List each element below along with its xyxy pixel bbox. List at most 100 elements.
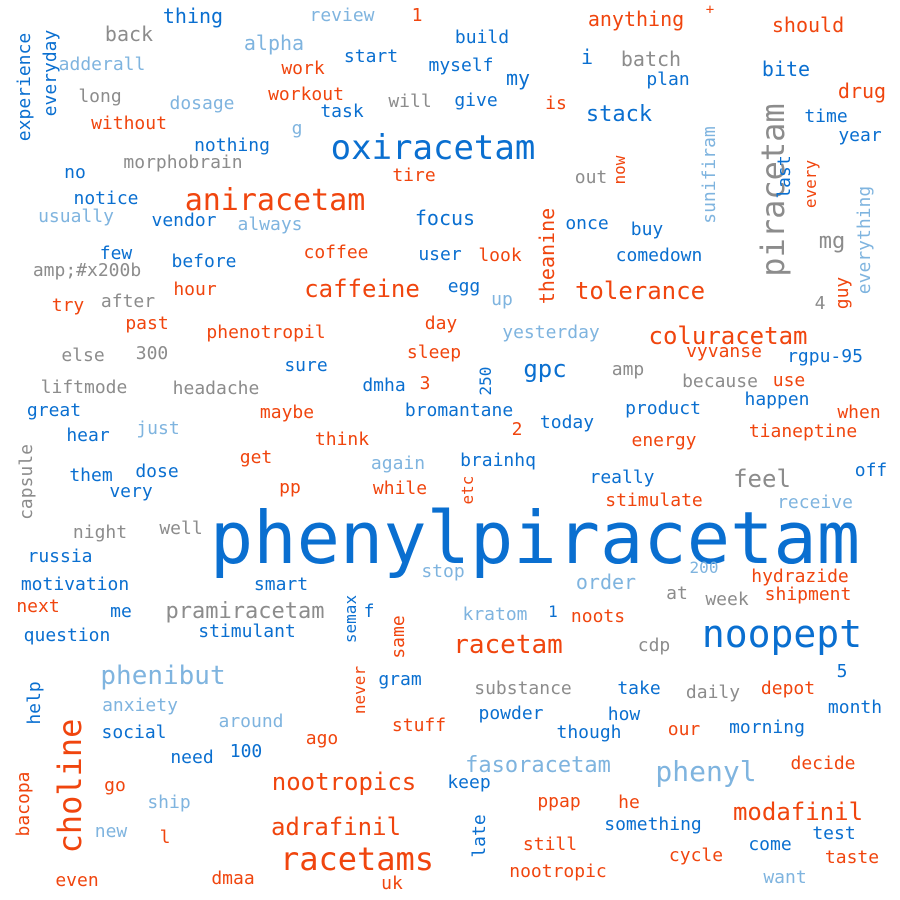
cloud-word: coffee bbox=[303, 242, 369, 263]
cloud-word: now bbox=[610, 155, 629, 185]
cloud-word: though bbox=[556, 722, 622, 743]
cloud-word: 1 bbox=[411, 5, 423, 26]
cloud-word: how bbox=[607, 704, 641, 725]
cloud-word: late bbox=[469, 814, 490, 858]
cloud-word: usually bbox=[38, 206, 114, 227]
cloud-word: want bbox=[763, 867, 807, 888]
cloud-word: really bbox=[589, 467, 655, 488]
cloud-word: modafinil bbox=[732, 798, 864, 826]
cloud-word: amp bbox=[611, 359, 645, 380]
cloud-word: semax bbox=[341, 594, 360, 644]
cloud-word: bacopa bbox=[13, 771, 34, 837]
cloud-word: daily bbox=[685, 682, 741, 703]
cloud-word: gram bbox=[378, 669, 422, 690]
cloud-word: 100 bbox=[229, 741, 263, 762]
cloud-word: when bbox=[837, 402, 881, 423]
cloud-word: theanine bbox=[535, 207, 559, 305]
cloud-word: notice bbox=[73, 188, 139, 209]
cloud-word: g bbox=[291, 118, 303, 139]
cloud-word: ago bbox=[305, 728, 339, 749]
cloud-word: give bbox=[454, 90, 498, 111]
cloud-word: l bbox=[159, 827, 171, 848]
cloud-word: adrafinil bbox=[270, 813, 402, 841]
cloud-word: liftmode bbox=[40, 377, 128, 398]
cloud-word: 300 bbox=[135, 343, 169, 364]
cloud-word: oxiracetam bbox=[330, 128, 536, 168]
cloud-word: hear bbox=[66, 425, 110, 446]
cloud-word: keep bbox=[447, 772, 491, 793]
cloud-word: phenylpiracetam bbox=[209, 496, 861, 580]
cloud-word: go bbox=[104, 775, 126, 796]
cloud-word: few bbox=[99, 243, 133, 264]
cloud-word: motivation bbox=[20, 574, 130, 595]
cloud-word: taste bbox=[824, 847, 880, 868]
cloud-word: task bbox=[320, 101, 364, 122]
cloud-word: always bbox=[237, 214, 303, 235]
cloud-word: guy bbox=[832, 276, 853, 310]
cloud-word: everyday bbox=[40, 29, 61, 117]
cloud-word: phenibut bbox=[100, 661, 226, 691]
cloud-word: kratom bbox=[462, 604, 528, 625]
cloud-word: thing bbox=[162, 4, 224, 28]
cloud-word: once bbox=[565, 213, 609, 234]
cloud-word: tire bbox=[392, 165, 436, 186]
cloud-word: noots bbox=[570, 606, 626, 627]
cloud-word: review bbox=[309, 5, 375, 26]
cloud-word: while bbox=[372, 478, 428, 499]
cloud-word: tianeptine bbox=[748, 421, 858, 442]
cloud-word: aniracetam bbox=[184, 183, 366, 218]
cloud-word: get bbox=[239, 447, 273, 468]
cloud-word: fasoracetam bbox=[465, 753, 611, 778]
cloud-word: phenyl bbox=[655, 755, 757, 788]
cloud-word: time bbox=[804, 106, 848, 127]
cloud-word: maybe bbox=[259, 402, 315, 423]
cloud-word: take bbox=[617, 678, 661, 699]
cloud-word: drug bbox=[837, 79, 887, 103]
cloud-word: batch bbox=[620, 47, 682, 71]
cloud-word: caffeine bbox=[304, 275, 420, 303]
cloud-word: 3 bbox=[419, 373, 431, 394]
cloud-word: night bbox=[72, 522, 128, 543]
cloud-word: our bbox=[667, 719, 701, 740]
cloud-word: build bbox=[454, 27, 510, 48]
cloud-word: feel bbox=[733, 465, 791, 493]
cloud-word: anxiety bbox=[102, 695, 178, 716]
cloud-word: no bbox=[64, 162, 86, 183]
cloud-word: stimulate bbox=[605, 490, 703, 511]
cloud-word: morphobrain bbox=[123, 152, 243, 173]
cloud-word: just bbox=[136, 418, 180, 439]
cloud-word: egg bbox=[447, 276, 481, 297]
cloud-word: well bbox=[159, 518, 203, 539]
cloud-word: ppap bbox=[537, 791, 581, 812]
cloud-word: smart bbox=[253, 574, 309, 595]
cloud-word: work bbox=[281, 58, 325, 79]
cloud-word: again bbox=[370, 453, 426, 474]
cloud-word: receive bbox=[777, 492, 853, 513]
cloud-word: back bbox=[104, 22, 154, 46]
cloud-word: stimulant bbox=[198, 621, 296, 642]
cloud-word: dose bbox=[135, 461, 179, 482]
cloud-word: year bbox=[838, 125, 882, 146]
cloud-word: without bbox=[91, 113, 167, 134]
cloud-word: bromantane bbox=[404, 400, 514, 421]
cloud-word: hydrazide bbox=[751, 566, 849, 587]
cloud-word: myself bbox=[428, 55, 494, 76]
cloud-word: great bbox=[26, 400, 82, 421]
cloud-word: racetam bbox=[453, 630, 563, 660]
cloud-word: stuff bbox=[391, 715, 447, 736]
cloud-word: month bbox=[827, 697, 883, 718]
cloud-word: is bbox=[545, 93, 567, 114]
cloud-word: day bbox=[424, 313, 458, 334]
cloud-word: past bbox=[125, 313, 169, 334]
cloud-word: very bbox=[109, 481, 153, 502]
cloud-word: same bbox=[388, 615, 409, 659]
cloud-word: depot bbox=[760, 678, 816, 699]
cloud-word: phenotropil bbox=[206, 322, 326, 343]
cloud-word: focus bbox=[414, 206, 476, 230]
cloud-word: he bbox=[618, 792, 640, 813]
cloud-word: vyvanse bbox=[686, 341, 762, 362]
cloud-word: every bbox=[801, 159, 820, 209]
cloud-word: need bbox=[170, 747, 214, 768]
cloud-word: should bbox=[771, 13, 845, 37]
